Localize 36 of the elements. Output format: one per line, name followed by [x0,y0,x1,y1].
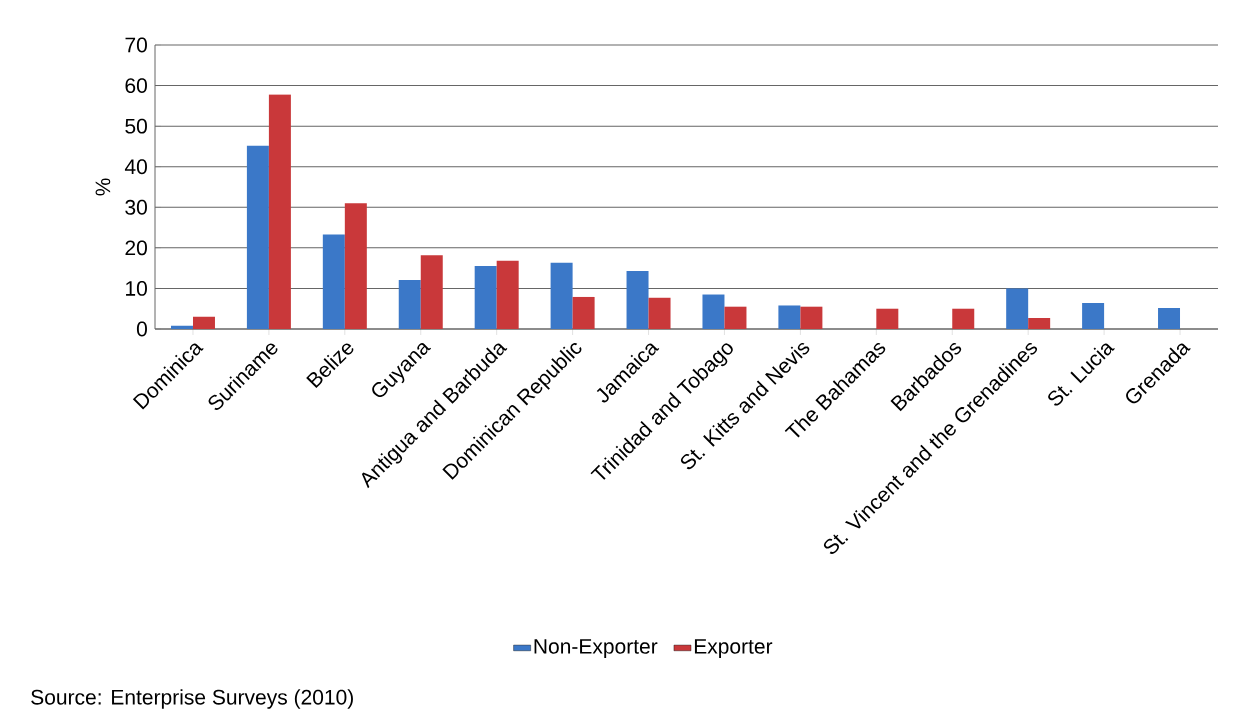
legend-label: Exporter [694,639,773,658]
bar [800,306,823,329]
bar [572,296,595,329]
bar [626,270,649,329]
bar [170,325,193,329]
y-tick-label: 60 [125,78,147,94]
bar [724,306,747,329]
bar [1082,303,1105,329]
y-tick-label: 50 [125,118,147,134]
y-tick-label: 10 [126,281,147,296]
y-tick-label: 0 [136,321,147,337]
legend-label: Non-Exporter [534,639,658,658]
bar [474,266,497,329]
bar [1158,307,1181,329]
y-tick-label: 30 [125,199,147,215]
bar [344,203,367,329]
bar [550,262,573,329]
bar [1006,288,1029,329]
bar [192,316,215,329]
source-note: Source: Enterprise Surveys (2010) [31,689,353,709]
y-tick-label: 70 [125,37,147,53]
bar [246,145,269,329]
y-tick-label: 40 [124,159,147,175]
bar [648,297,671,329]
bar [1028,318,1051,329]
bar [496,260,519,329]
y-tick-label: 20 [125,240,147,256]
bar [952,308,975,329]
bar [702,294,725,329]
bar [268,94,291,329]
bar [778,305,801,329]
bar [398,279,421,329]
bar [420,255,443,329]
bar [876,308,899,329]
y-axis-title: % [95,178,111,196]
bar [322,234,345,329]
